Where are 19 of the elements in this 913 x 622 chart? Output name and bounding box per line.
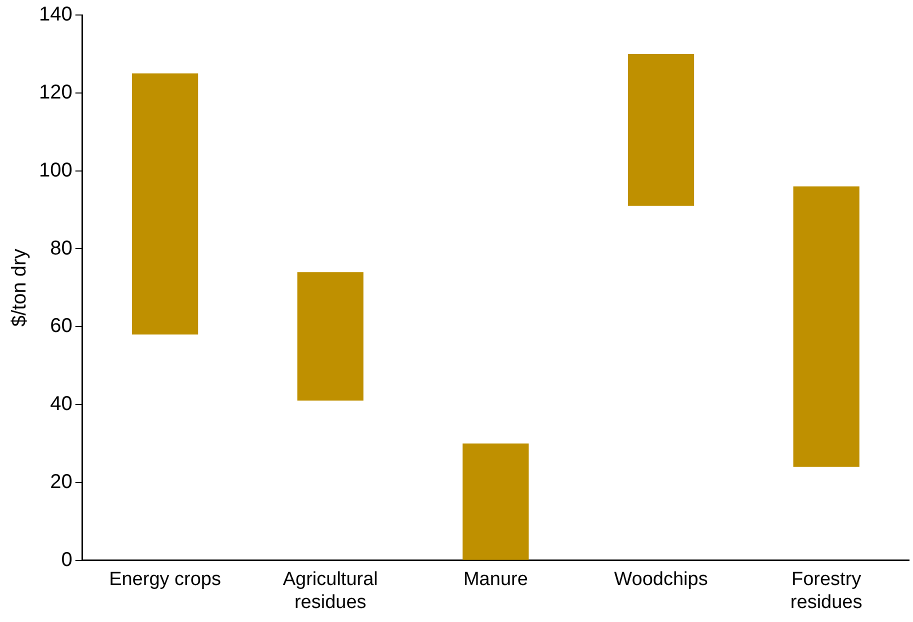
bar — [297, 272, 364, 401]
y-tick-label: 40 — [50, 393, 72, 416]
y-tick-label: 0 — [61, 548, 72, 571]
bar — [132, 73, 198, 334]
bar — [793, 186, 860, 467]
y-tick-label: 60 — [50, 315, 72, 338]
y-tick-label: 20 — [50, 471, 72, 493]
y-tick-label: 120 — [38, 81, 72, 104]
x-tick-label: Energy crops — [109, 569, 222, 590]
bar — [462, 444, 529, 560]
x-tick-label: Manure — [463, 569, 528, 590]
y-tick-label: 100 — [38, 159, 72, 182]
x-tick-label: Agricultural residues — [282, 569, 378, 613]
y-axis-title: $/ton dry — [8, 248, 31, 327]
bar — [628, 54, 694, 206]
x-tick-label: Woodchips — [614, 569, 708, 590]
x-tick-label: Forestry residues — [790, 569, 862, 613]
y-tick-label: 140 — [38, 4, 72, 26]
y-tick-label: 80 — [50, 237, 72, 260]
